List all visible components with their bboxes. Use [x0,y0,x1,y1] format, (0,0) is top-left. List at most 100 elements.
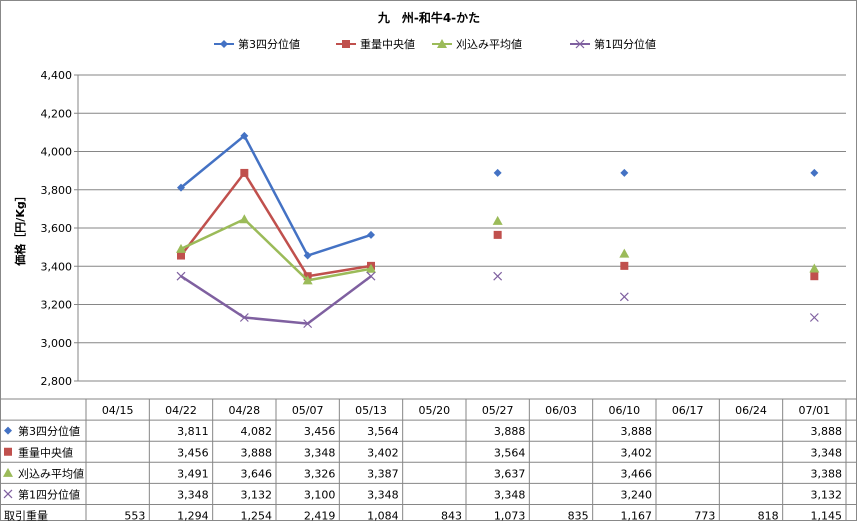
category-label: 07/01 [798,404,830,417]
category-label: 06/03 [545,404,577,417]
data-point [366,263,376,273]
table-cell: 3,402 [367,446,399,459]
data-point [177,251,185,260]
data-point [493,168,502,177]
table-cell: 3,132 [241,489,273,502]
series-line [180,217,372,282]
table-row: 重量中央値 3,456 3,888 3,348 3,402 3,564 3,402 3,348 [4,445,842,459]
y-tick-label: 3,200 [41,299,73,312]
data-point [492,215,503,225]
legend-item: 第1四分位値 [570,37,656,51]
data-point-stroke-b [493,271,503,281]
series-line [180,133,372,258]
table-cell: 3,466 [621,467,653,480]
table-row: 第1四分位値 3,348 3,132 3,100 3,348 3,348 3,240 3,13… [3,488,843,502]
data-point [303,319,313,329]
series-1 [177,131,819,260]
table-cell: 3,388 [811,467,843,480]
row-label: 第3四分位値 [18,424,80,438]
grid [78,74,846,382]
y-tick-label: 3,800 [41,184,73,197]
legend-marker [437,39,447,48]
legend-item: 第3四分位値 [214,37,300,51]
table-cell: 3,387 [367,467,399,480]
category-label: 06/24 [735,404,767,417]
y-axis-label: 価格［円/Kg］ [13,190,27,266]
table-cell: 3,564 [494,446,526,459]
plot-area [176,131,820,329]
y-tick-label: 4,400 [41,69,73,82]
table-cell: 3,491 [177,467,209,480]
table-cell: 1,084 [367,510,399,521]
legend-item: 重量中央値 [336,37,415,51]
y-tick-label: 4,200 [41,107,73,120]
table-cell: 3,646 [241,467,273,480]
category-label: 05/27 [482,404,514,417]
data-point [810,168,819,177]
data-point-stroke-b [619,292,629,302]
table-row-volume: 取引重量 553 1,294 1,254 2,419 1,084 843 1,073 835 1,… [4,509,842,521]
table-cell: 3,888 [494,425,526,438]
table-cell: 3,456 [177,446,209,459]
data-point [619,292,629,302]
y-tick-label: 3,600 [41,222,73,235]
data-point [302,275,313,285]
table-borders [0,398,856,521]
table-cell: 3,456 [304,425,336,438]
series-3 [176,214,820,285]
data-point [493,271,503,281]
legend-marker [575,39,585,49]
table-cell: 1,294 [177,510,209,521]
table-cell: 1,254 [241,510,273,521]
data-point [240,168,249,177]
data-point-stroke-b [239,313,249,322]
y-axis: 2,800 3,000 3,200 3,400 3,600 3,800 4,000 4,200… [41,69,79,388]
chart-title: 九 州-和牛4-かた [377,10,480,25]
data-point [493,230,502,239]
category-label: 05/20 [418,404,450,417]
data-point [177,183,185,192]
category-label: 04/15 [102,404,134,417]
data-point [239,313,249,322]
data-point [809,313,819,322]
table-cell: 1,073 [494,510,526,521]
table-cell: 3,326 [304,467,336,480]
legend-label: 第3四分位値 [238,37,300,51]
table-cell: 3,348 [177,489,209,502]
row-label: 第1四分位値 [18,488,80,502]
table-cell: 3,348 [811,446,843,459]
data-point [176,243,186,253]
data-point-stroke-b [366,271,376,281]
data-point-stroke-b [809,313,819,322]
table-cell: 3,888 [621,425,653,438]
table-cell: 3,132 [811,489,843,502]
data-point [620,261,629,270]
table-cell: 3,100 [304,489,336,502]
table-cell: 4,082 [241,425,273,438]
data-point [176,271,186,281]
table-cell: 3,240 [621,489,653,502]
table-cell: 3,888 [241,446,273,459]
series-line [180,170,372,278]
legend-label: 刈込み平均値 [456,38,522,51]
data-point-stroke-b [303,319,313,329]
table-cell: 3,564 [367,425,399,438]
table-cell: 3,348 [494,489,526,502]
data-point [366,271,376,281]
data-point [240,131,249,140]
data-point [810,272,819,281]
data-point [809,263,820,273]
row-label: 刈込み平均値 [18,467,84,480]
row-legend-marker-stroke-b [3,489,13,499]
legend-marker [342,40,350,48]
table-cell: 3,348 [367,489,399,502]
row-legend-marker [4,447,12,456]
data-point [367,230,375,239]
category-label: 06/10 [608,404,640,417]
row-label: 重量中央値 [18,445,73,459]
table-cell: 835 [568,510,589,521]
table-cell: 3,888 [811,425,843,438]
category-label: 05/07 [292,404,324,417]
